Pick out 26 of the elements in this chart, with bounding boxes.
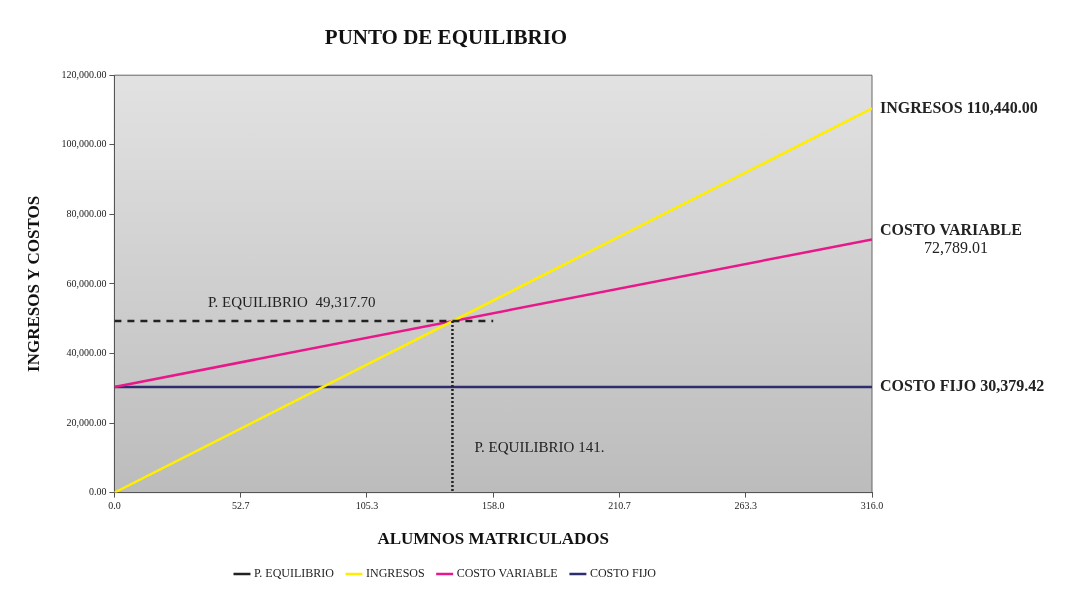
chart-title: PUNTO DE EQUILIBRIO [324, 25, 568, 50]
annotation: P. EQUILIBRIO 49,317.70 [207, 293, 376, 310]
x-tick-label: 0.0 [108, 500, 121, 512]
legend-label: COSTO FIJO [589, 566, 657, 581]
x-axis-title: ALUMNOS MATRICULADOS [377, 529, 609, 549]
x-tick-label: 158.0 [481, 500, 505, 512]
annotation: COSTO FIJO 30,379.42 [880, 377, 1045, 395]
y-tick-label: 120,000.00 [61, 68, 107, 80]
y-tick-label: 80,000.00 [66, 207, 107, 219]
x-tick-label: 52.7 [231, 500, 250, 512]
annotation: P. EQUILIBRIO 141. [474, 438, 605, 455]
x-tick-label: 263.3 [734, 500, 757, 512]
y-tick-label: 20,000.00 [66, 416, 107, 428]
y-tick-label: 40,000.00 [66, 347, 107, 359]
legend-label: P. EQUILIBRIO [253, 566, 335, 581]
x-tick-label: 316.0 [860, 500, 884, 512]
annotation: COSTO VARIABLE 72,789.01 [880, 220, 1022, 256]
legend-label: COSTO VARIABLE [456, 566, 558, 581]
y-tick-label: 100,000.00 [61, 138, 107, 150]
y-tick-label: 0.00 [88, 486, 107, 498]
y-axis-title: INGRESOS Y COSTOS [23, 195, 43, 372]
annotation: INGRESOS 110,440.00 [880, 98, 1038, 116]
legend-label: INGRESOS [365, 566, 425, 581]
y-tick-label: 60,000.00 [66, 277, 107, 289]
x-tick-label: 105.3 [355, 500, 379, 512]
x-tick-label: 210.7 [608, 500, 631, 512]
